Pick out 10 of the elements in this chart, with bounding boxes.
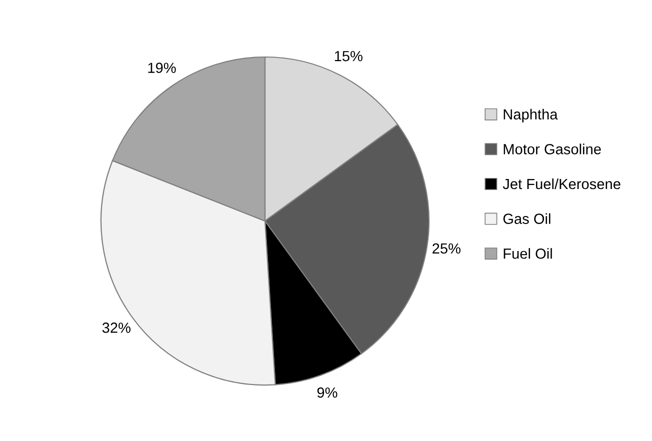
data-label: 19% [148, 62, 176, 73]
legend-label: Gas Oil [503, 213, 550, 224]
legend-label: Naphtha [504, 108, 558, 122]
legend-label: Motor Gasoline [504, 144, 601, 154]
legend-label: Fuel Oil [504, 248, 552, 259]
data-label: 25% [432, 243, 460, 254]
data-label: 9% [317, 387, 338, 398]
data-label: 15% [334, 50, 362, 62]
data-label: 32% [102, 322, 130, 333]
legend-label: Jet Fuel/Kerosene [502, 178, 620, 190]
